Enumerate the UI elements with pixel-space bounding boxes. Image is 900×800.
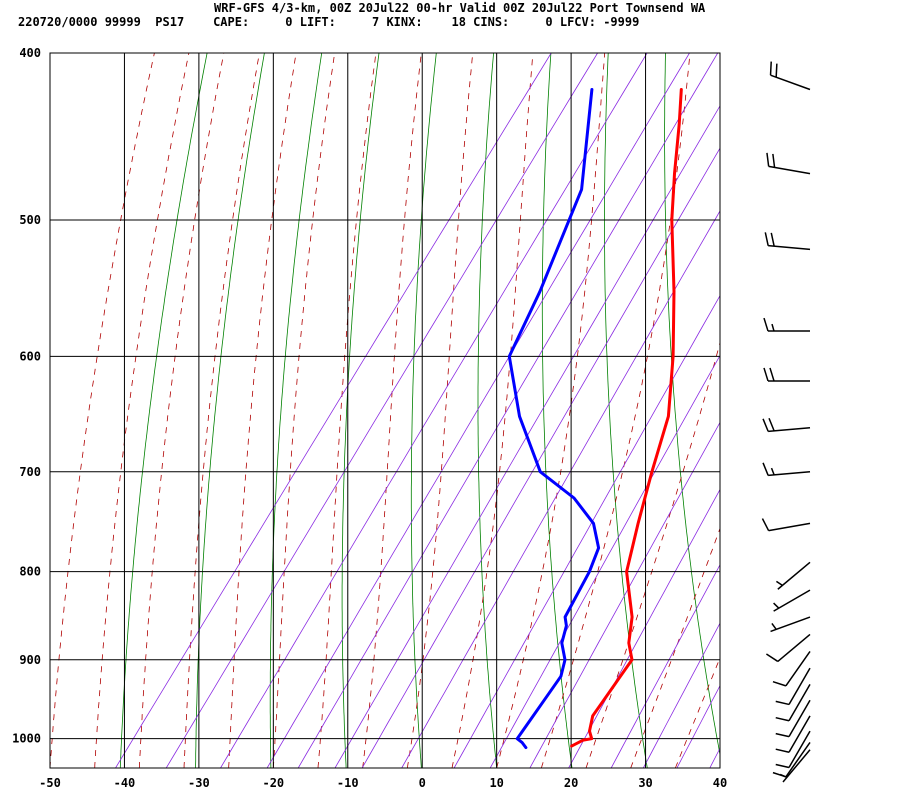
wind-barb	[765, 633, 811, 663]
mixing-ratio-line	[334, 105, 720, 768]
stability-indices: 220720/0000 99999 PS17 CAPE: 0 LIFT: 7 K…	[18, 15, 640, 29]
p-tick-label: 900	[19, 653, 41, 667]
wind-barb	[775, 667, 811, 706]
moist-adiabat	[183, 53, 260, 768]
dry-adiabat	[780, 53, 873, 768]
dry-adiabat	[269, 53, 323, 768]
p-tick-label: 700	[19, 465, 41, 479]
dry-adiabat	[895, 53, 900, 768]
wind-barb	[772, 651, 811, 687]
mixing-ratio-line	[115, 53, 552, 768]
dry-adiabat	[664, 53, 720, 757]
chart-title: WRF-GFS 4/3-km, 00Z 20Jul22 00-hr Valid …	[214, 1, 706, 15]
dry-adiabat	[477, 53, 498, 768]
moist-adiabat	[272, 53, 336, 768]
wind-barb	[763, 367, 810, 382]
mixing-ratio-line	[297, 53, 719, 768]
profiles	[507, 88, 683, 750]
dewpoint-profile	[507, 88, 601, 750]
moist-adiabat	[719, 766, 720, 768]
mixing-ratio-line	[709, 747, 720, 768]
grid	[49, 52, 721, 769]
wind-barb	[769, 61, 811, 91]
x-tick-label: 0	[419, 776, 426, 790]
axis-ticks: -50 -40 -30 -20 -10 0 10 20 30 40 400 500 600 700 800 9…	[12, 46, 727, 790]
p-tick-label: 800	[19, 565, 41, 579]
mixing-ratio-line	[642, 622, 720, 768]
x-tick-label: -30	[188, 776, 210, 790]
mixing-ratio-line	[453, 294, 720, 768]
temperature-profile	[570, 88, 683, 748]
p-tick-label: 400	[19, 46, 41, 60]
dry-adiabat	[341, 53, 380, 768]
wind-barb	[762, 417, 811, 433]
mixing-ratio-line	[529, 421, 720, 768]
x-tick-label: 30	[638, 776, 652, 790]
mixing-ratio-line	[361, 147, 720, 768]
wind-barb	[766, 152, 811, 175]
moist-adiabat	[94, 53, 190, 768]
wind-barb	[773, 589, 811, 612]
moist-adiabat	[362, 53, 422, 768]
x-tick-label: -10	[337, 776, 359, 790]
x-tick-label: 20	[564, 776, 578, 790]
moist-adiabat	[50, 53, 155, 768]
wind-barb	[779, 749, 811, 783]
wind-barb	[770, 616, 811, 633]
moist-adiabats	[50, 53, 900, 768]
wind-barb	[763, 317, 810, 332]
x-tick-label: 10	[489, 776, 503, 790]
mixing-ratio-line	[266, 53, 690, 768]
moist-adiabat	[540, 53, 691, 768]
moist-adiabat	[496, 53, 606, 768]
plot-frame	[49, 52, 721, 769]
x-tick-label: -20	[262, 776, 284, 790]
mixing-ratio-line	[165, 53, 598, 768]
p-tick-label: 1000	[12, 732, 41, 746]
dry-adiabat	[837, 53, 900, 768]
wind-barb	[775, 561, 811, 590]
x-tick-label: 40	[713, 776, 727, 790]
moist-adiabat	[228, 53, 297, 768]
mixing-ratio-lines	[115, 53, 720, 768]
dry-adiabat	[723, 53, 798, 768]
wind-barb	[775, 730, 811, 769]
wind-barb	[775, 683, 811, 722]
mixing-ratio-line	[220, 53, 648, 768]
wind-barbs	[761, 61, 811, 783]
header: WRF-GFS 4/3-km, 00Z 20Jul22 00-hr Valid …	[0, 0, 900, 32]
mixing-ratio-line	[610, 563, 720, 768]
moist-adiabat	[585, 341, 720, 768]
moist-adiabat	[765, 53, 900, 768]
wind-barb	[764, 232, 811, 251]
x-tick-label: -50	[39, 776, 61, 790]
p-tick-label: 600	[19, 349, 41, 363]
wind-barb	[775, 715, 811, 753]
dry-adiabat	[410, 53, 437, 768]
dry-adiabat	[541, 53, 573, 768]
x-tick-label: -40	[114, 776, 136, 790]
moist-adiabat	[674, 656, 720, 768]
moist-adiabat	[406, 53, 474, 768]
dry-adiabat	[195, 53, 265, 768]
wind-barb	[775, 699, 811, 738]
p-tick-label: 500	[19, 213, 41, 227]
moist-adiabat	[138, 53, 225, 768]
dry-adiabat	[119, 53, 208, 768]
dry-adiabats	[119, 53, 900, 768]
moist-adiabat	[451, 53, 534, 768]
wind-barb	[762, 462, 811, 477]
mixing-ratio-line	[568, 488, 720, 768]
moist-adiabat	[630, 527, 720, 768]
mixing-ratio-line	[489, 354, 720, 768]
wind-barb	[761, 518, 811, 532]
dry-adiabat	[604, 53, 648, 768]
mixing-ratio-line	[676, 684, 720, 768]
mixing-ratio-line	[401, 210, 720, 768]
